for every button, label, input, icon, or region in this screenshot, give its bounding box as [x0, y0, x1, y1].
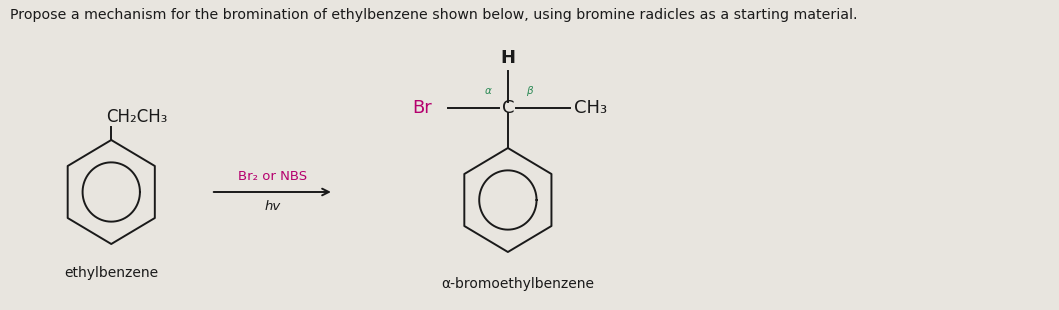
Text: ethylbenzene: ethylbenzene [65, 266, 158, 280]
Text: CH₃: CH₃ [574, 99, 607, 117]
Text: α-bromoethylbenzene: α-bromoethylbenzene [441, 277, 594, 291]
Text: Br: Br [413, 99, 432, 117]
Text: β: β [526, 86, 533, 96]
Text: H: H [501, 49, 516, 67]
Text: CH₂CH₃: CH₂CH₃ [106, 108, 167, 126]
Text: Propose a mechanism for the bromination of ethylbenzene shown below, using bromi: Propose a mechanism for the bromination … [10, 8, 857, 22]
Text: C: C [502, 99, 514, 117]
Text: hv: hv [264, 200, 281, 213]
Text: Br₂ or NBS: Br₂ or NBS [238, 170, 307, 183]
Text: α: α [485, 86, 492, 96]
